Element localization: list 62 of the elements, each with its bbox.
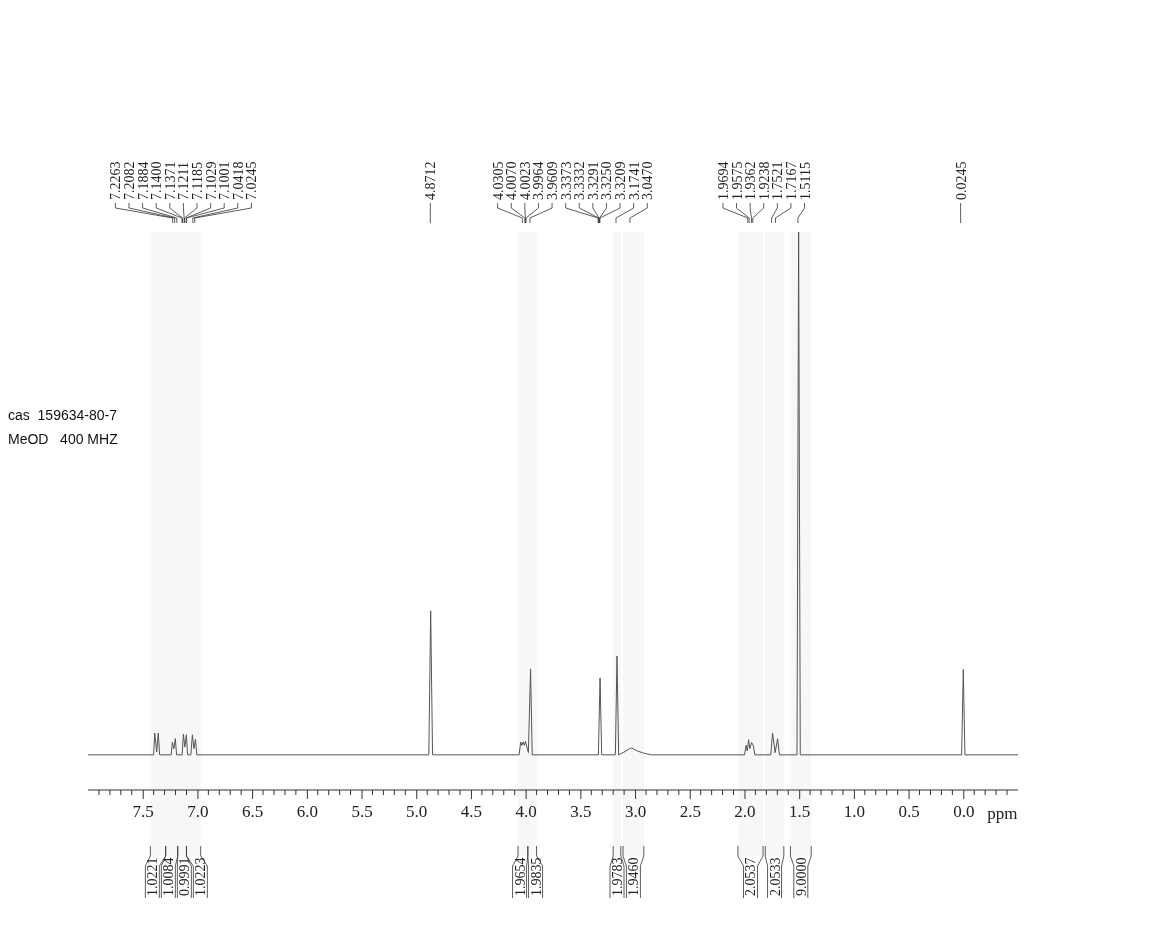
annotation: 3.3209 xyxy=(613,161,629,200)
x-tick-label: 0.5 xyxy=(898,802,920,822)
annotation: 1.9694 xyxy=(715,161,731,200)
band-label: 2.0533 xyxy=(767,857,783,896)
x-tick-label: 4.0 xyxy=(515,802,537,822)
band-label: 1.9783 xyxy=(610,857,626,896)
x-tick-label: 5.0 xyxy=(406,802,428,822)
annotation: 4.8712 xyxy=(423,161,439,200)
annotation: 1.9575 xyxy=(729,161,745,200)
x-axis-title: ppm xyxy=(987,804,1018,823)
annotation: 3.3332 xyxy=(572,161,588,200)
annotation: 3.0470 xyxy=(640,161,656,200)
band-label: 1.0084 xyxy=(161,857,177,896)
x-tick-label: 0.0 xyxy=(953,802,975,822)
annotation: 1.9362 xyxy=(743,161,759,200)
band-label: 1.9460 xyxy=(626,857,642,896)
annotation: 7.1001 xyxy=(217,161,233,200)
x-tick-label: 7.0 xyxy=(187,802,209,822)
annotation: 7.2082 xyxy=(122,161,137,200)
annotation: 3.9964 xyxy=(531,161,547,200)
annotation: 7.0418 xyxy=(230,161,246,200)
annotation: 7.0245 xyxy=(244,161,260,200)
annotation: 1.7521 xyxy=(770,161,786,200)
annotation: 4.0070 xyxy=(504,161,520,200)
annotation: 7.1884 xyxy=(135,161,151,200)
annotation: 7.1185 xyxy=(190,162,205,200)
annotation: 3.1741 xyxy=(626,161,642,200)
band-label: 0.9991 xyxy=(177,857,193,896)
annotation: 1.5115 xyxy=(797,162,813,200)
band-label: 1.9654 xyxy=(512,857,528,896)
x-tick-label: 6.0 xyxy=(296,802,318,822)
x-tick-label: 4.5 xyxy=(460,802,483,822)
band-label: 1.9835 xyxy=(528,857,544,896)
x-tick-label: 7.5 xyxy=(132,802,154,822)
band-label: 9.0000 xyxy=(793,857,809,896)
annotation: 3.3250 xyxy=(599,161,615,200)
annotation: 7.2263 xyxy=(108,161,124,200)
annotation: 7.1371 xyxy=(162,161,178,200)
x-tick-label: 2.5 xyxy=(679,802,701,822)
annotation: MeOD 400 MHZ xyxy=(8,431,119,447)
annotation: 4.0023 xyxy=(517,161,533,200)
annotation: 3.3373 xyxy=(558,161,574,200)
annotation: 4.0305 xyxy=(490,161,506,200)
band-label: 1.0221 xyxy=(145,857,161,896)
band-label: 1.0223 xyxy=(193,857,209,896)
x-tick-label: 2.0 xyxy=(734,802,756,822)
band-label: 2.0537 xyxy=(743,857,759,896)
annotation: 7.1211 xyxy=(176,162,192,200)
x-tick-label: 5.5 xyxy=(351,802,373,822)
annotation: 7.1029 xyxy=(203,161,219,200)
annotation: 7.1400 xyxy=(149,161,165,200)
annotation: 1.7167 xyxy=(783,161,799,200)
annotation: 3.3291 xyxy=(585,161,601,200)
x-tick-label: 1.5 xyxy=(789,802,811,822)
annotation: 0.0245 xyxy=(953,161,969,200)
x-tick-label: 3.5 xyxy=(570,802,592,822)
annotation: 3.9609 xyxy=(545,161,561,200)
annotation: 1.9238 xyxy=(756,161,772,200)
annotation: cas 159634-80-7 xyxy=(8,407,118,423)
x-tick-label: 3.0 xyxy=(624,802,647,822)
x-tick-label: 6.5 xyxy=(241,802,264,822)
x-tick-label: 1.0 xyxy=(843,802,866,822)
